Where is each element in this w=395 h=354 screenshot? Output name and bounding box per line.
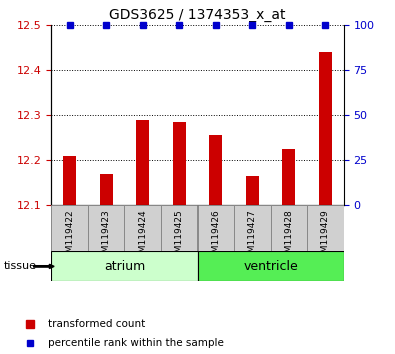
Text: GSM119423: GSM119423 [102, 209, 111, 264]
Bar [198, 205, 234, 251]
Text: GSM119424: GSM119424 [138, 209, 147, 264]
Bar [234, 205, 271, 251]
Bar [282, 149, 295, 205]
Bar [51, 251, 198, 281]
Text: GSM119428: GSM119428 [284, 209, 293, 264]
Text: GSM119427: GSM119427 [248, 209, 257, 264]
Text: atrium: atrium [104, 260, 145, 273]
Text: GSM119422: GSM119422 [65, 209, 74, 264]
Bar [88, 205, 124, 251]
Text: GSM119429: GSM119429 [321, 209, 330, 264]
Text: ventricle: ventricle [243, 260, 298, 273]
Text: transformed count: transformed count [48, 319, 145, 329]
Text: percentile rank within the sample: percentile rank within the sample [48, 338, 224, 348]
Text: tissue: tissue [4, 261, 37, 272]
Text: GSM119426: GSM119426 [211, 209, 220, 264]
Bar [319, 52, 332, 205]
Bar [198, 251, 344, 281]
Bar [209, 135, 222, 205]
Bar [63, 156, 76, 205]
Bar [246, 176, 259, 205]
Bar [100, 174, 113, 205]
Text: GSM119425: GSM119425 [175, 209, 184, 264]
Bar [271, 205, 307, 251]
Bar [173, 122, 186, 205]
Bar [136, 120, 149, 205]
Title: GDS3625 / 1374353_x_at: GDS3625 / 1374353_x_at [109, 8, 286, 22]
Bar [124, 205, 161, 251]
Bar [51, 205, 88, 251]
Bar [161, 205, 198, 251]
Bar [307, 205, 344, 251]
